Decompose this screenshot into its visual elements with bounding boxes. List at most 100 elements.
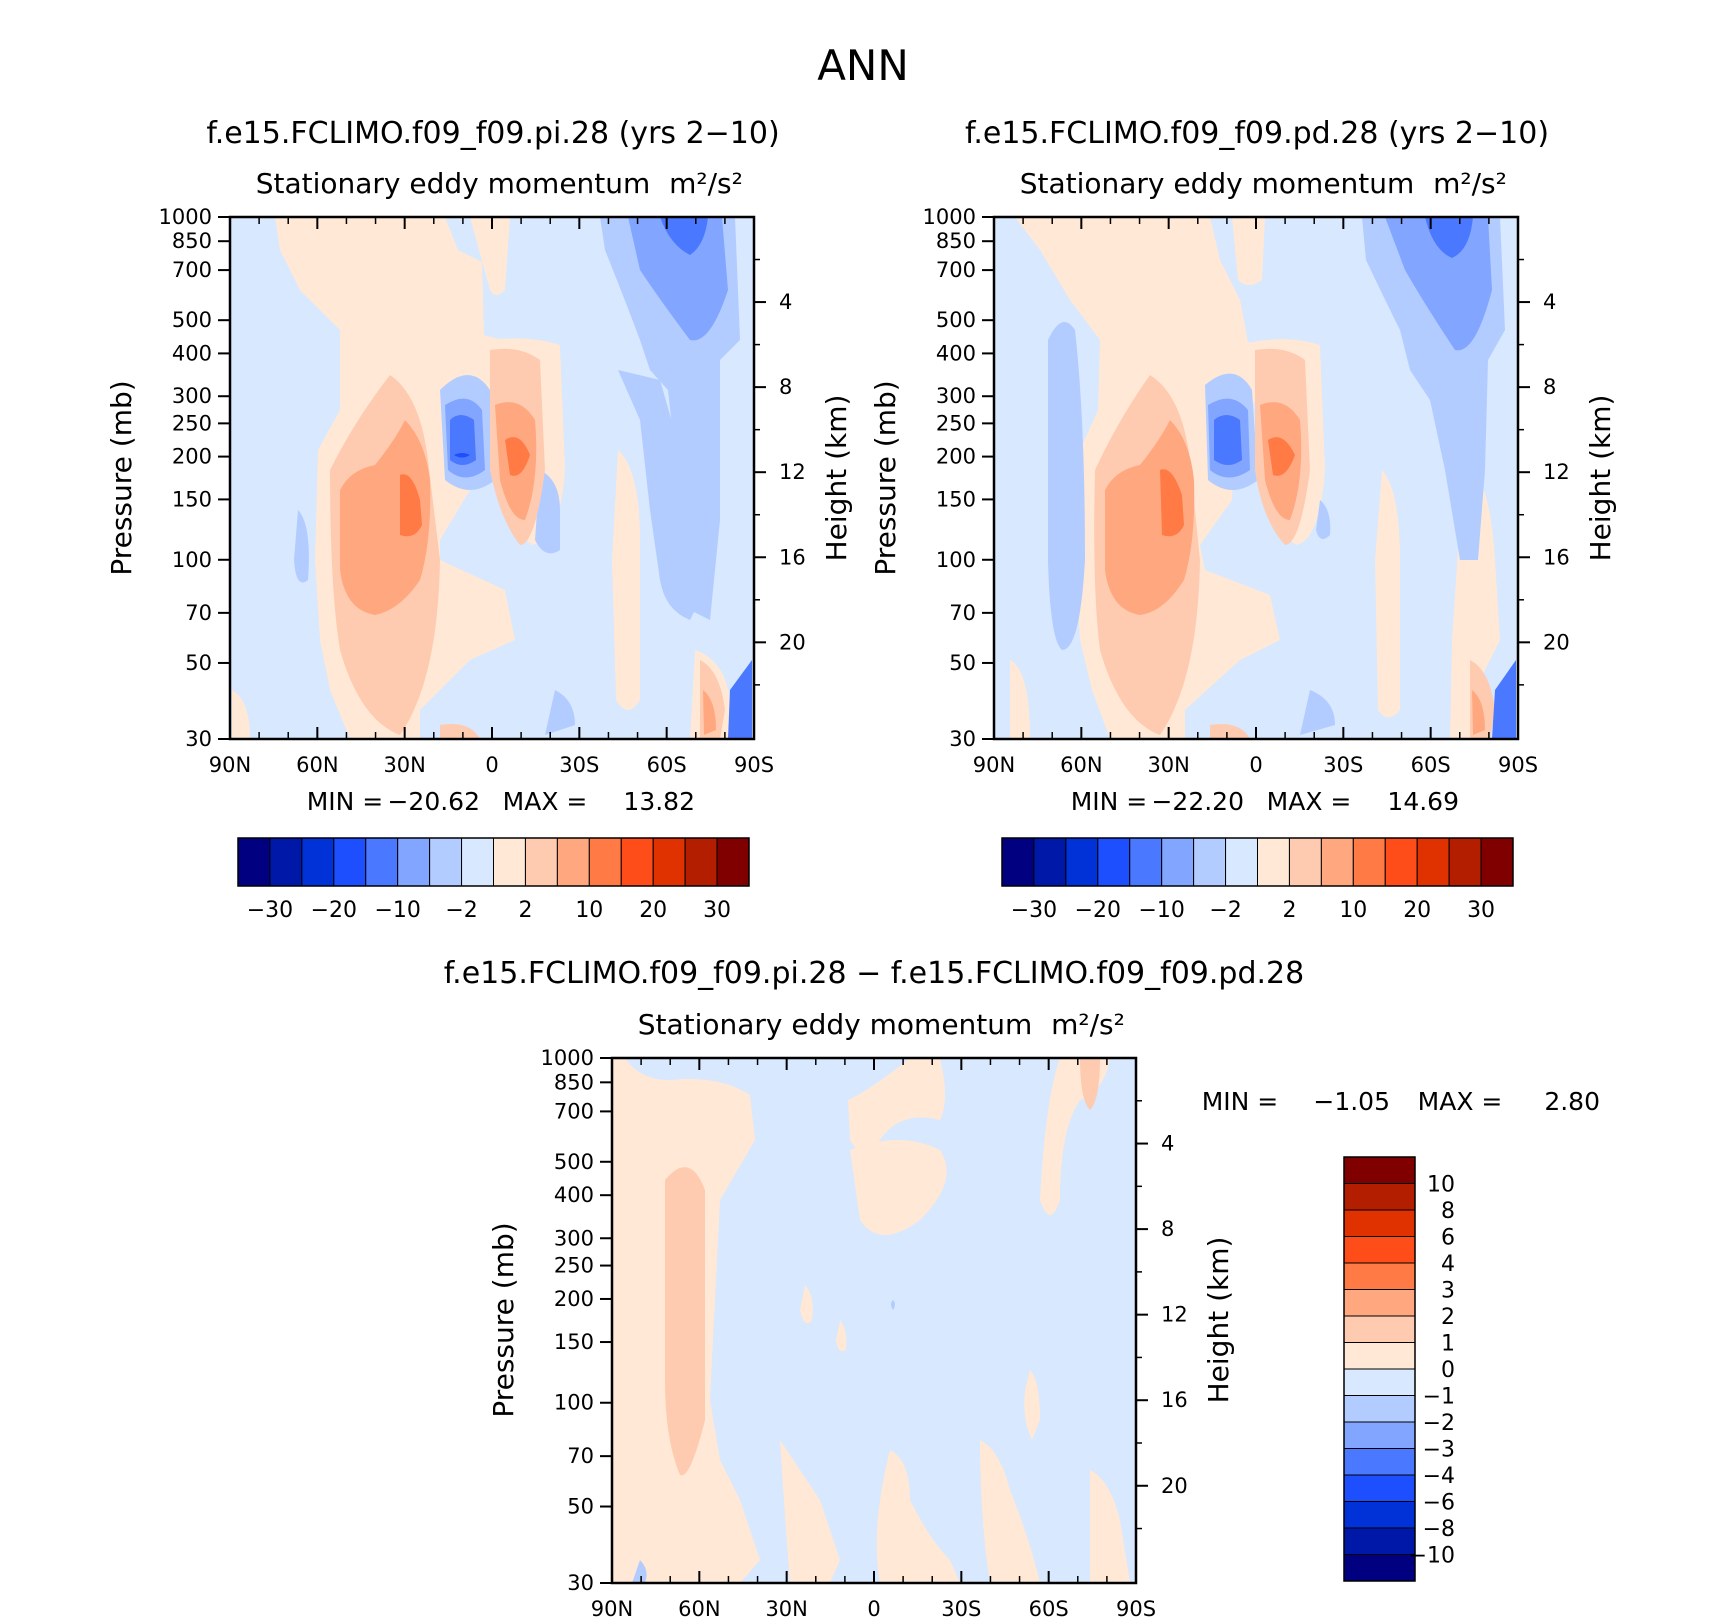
- axes: 90N 60N 30N 0 30S 60S 90S 30 50 70 100 150 200 250 300…: [923, 205, 1570, 777]
- colorbar-label: −1: [1423, 1385, 1455, 1410]
- colorbar-swatch: [1343, 1474, 1416, 1502]
- y-tick-label: 150: [172, 487, 212, 511]
- contour-negative-band: [632, 1560, 647, 1583]
- contour-positive-band: [400, 474, 422, 537]
- colorbar-label: −6: [1423, 1491, 1455, 1516]
- colorbar: −30 −20 −10 −2 2 10 20 30: [1001, 837, 1514, 923]
- colorbar-swatch: [1416, 837, 1450, 887]
- colorbar-swatch: [493, 837, 526, 887]
- panel-title: f.e15.FCLIMO.f09_f09.pi.28 (yrs 2−10): [206, 116, 779, 151]
- max-label: MAX =: [503, 787, 588, 816]
- contour-positive-band: [850, 1140, 947, 1235]
- contour-field: [612, 1058, 1136, 1583]
- y-tick-label: 700: [936, 258, 976, 282]
- colorbar-label: −10: [1138, 898, 1184, 923]
- y-tick-label: 30: [567, 1571, 594, 1595]
- y-tick-label: 70: [567, 1444, 594, 1468]
- contour-negative-band: [660, 217, 708, 255]
- y2-tick-label: 12: [779, 460, 806, 484]
- colorbar-label: −2: [1423, 1411, 1455, 1436]
- y-tick-label: 850: [554, 1070, 594, 1094]
- colorbar-swatch: [461, 837, 494, 887]
- y-tick-label: 1000: [159, 205, 212, 229]
- x-tick-label: 0: [1249, 753, 1262, 777]
- colorbar-swatch: [1129, 837, 1163, 887]
- colorbar-label: 10: [1427, 1173, 1455, 1198]
- colorbar-label: 8: [1441, 1199, 1455, 1224]
- colorbar-swatch: [588, 837, 622, 887]
- y-tick-label: 200: [554, 1287, 594, 1311]
- colorbar-swatch: [1320, 837, 1354, 887]
- colorbar: −30 −20 −10 −2 2 10 20 30: [237, 837, 750, 923]
- y-tick-label: 50: [949, 651, 976, 675]
- y-axis-label: Pressure (mb): [487, 1222, 520, 1417]
- y-tick-label: 500: [936, 308, 976, 332]
- colorbar-swatch: [1343, 1315, 1416, 1343]
- contour-positive-band: [1105, 420, 1195, 615]
- colorbar-swatch: [1352, 837, 1386, 887]
- y2-tick-label: 16: [779, 545, 806, 569]
- colorbar-label: −2: [445, 898, 477, 923]
- colorbar-swatch: [684, 837, 718, 887]
- colorbar-label: 3: [1441, 1279, 1455, 1304]
- contour-positive-band: [800, 1285, 813, 1324]
- colorbar-swatch: [1033, 837, 1067, 887]
- y-tick-label: 100: [936, 548, 976, 572]
- x-tick-label: 30S: [559, 753, 599, 777]
- colorbar-frame: [1001, 837, 1514, 887]
- y-tick-label: 30: [949, 727, 976, 751]
- colorbar-label: 2: [1441, 1305, 1455, 1330]
- colorbar-label: 2: [1282, 898, 1296, 923]
- contour-negative-band: [1385, 217, 1492, 351]
- x-tick-label: 60N: [678, 1597, 720, 1617]
- y-tick-label: 100: [554, 1391, 594, 1415]
- x-tick-label: 90N: [209, 753, 251, 777]
- colorbar-swatch: [1343, 1395, 1416, 1423]
- colorbar-swatch: [1193, 837, 1227, 887]
- y-tick-label: 300: [554, 1226, 594, 1250]
- y2-tick-label: 4: [1543, 290, 1556, 314]
- colorbar-label: 10: [575, 898, 603, 923]
- y2-axis-label: Height (km): [1202, 1237, 1235, 1404]
- contour-positive-band: [505, 437, 530, 476]
- y-tick-label: 850: [172, 229, 212, 253]
- x-tick-label: 90S: [1498, 753, 1538, 777]
- min-value: −22.20: [1151, 787, 1244, 816]
- contour-positive-band: [1040, 1058, 1110, 1215]
- y-tick-label: 400: [172, 341, 212, 365]
- colorbar-swatch: [620, 837, 654, 887]
- contour-negative-band: [294, 510, 309, 583]
- y-tick-label: 150: [554, 1330, 594, 1354]
- colorbar-label: 20: [1403, 898, 1431, 923]
- contour-positive-band: [1232, 217, 1265, 285]
- contour-negative-band: [1214, 415, 1242, 465]
- max-label: MAX =: [1267, 787, 1352, 816]
- contour-negative-band: [1048, 322, 1085, 650]
- x-tick-label: 30N: [383, 753, 425, 777]
- colorbar-label: 6: [1441, 1226, 1455, 1251]
- y2-tick-label: 4: [1161, 1132, 1174, 1156]
- colorbar-swatch: [1343, 1262, 1416, 1290]
- colorbar-label: −20: [1075, 898, 1121, 923]
- colorbar-swatch: [237, 837, 271, 887]
- colorbar-swatch: [1343, 1289, 1416, 1317]
- colorbar-swatch: [1343, 1183, 1416, 1211]
- colorbar-label: −4: [1423, 1464, 1455, 1489]
- panel-pd: f.e15.FCLIMO.f09_f09.pd.28 (yrs 2−10) St…: [869, 116, 1617, 923]
- y-tick-label: 300: [936, 384, 976, 408]
- max-value: 14.69: [1387, 787, 1459, 816]
- contour-positive-band: [612, 450, 640, 710]
- colorbar-swatch: [1343, 1156, 1416, 1184]
- colorbar-label: 4: [1441, 1252, 1455, 1277]
- x-tick-label: 60S: [647, 753, 687, 777]
- colorbar-frame: [237, 837, 750, 887]
- colorbar-label: −30: [1011, 898, 1057, 923]
- y-tick-label: 150: [936, 487, 976, 511]
- x-tick-label: 30S: [1323, 753, 1363, 777]
- y2-tick-label: 12: [1543, 460, 1570, 484]
- colorbar-swatch: [652, 837, 686, 887]
- contour-negative-band: [891, 1300, 895, 1310]
- y-tick-label: 250: [936, 411, 976, 435]
- max-value: 13.82: [623, 787, 695, 816]
- y-tick-label: 500: [554, 1150, 594, 1174]
